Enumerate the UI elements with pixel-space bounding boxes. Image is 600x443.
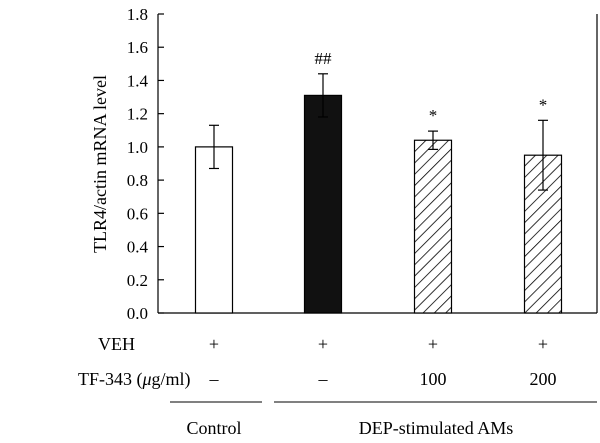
condition-value: +	[538, 334, 548, 354]
bar	[194, 146, 234, 314]
y-tick-label: 0.4	[127, 238, 149, 257]
condition-value: –	[318, 369, 329, 389]
y-tick-label: 0.8	[127, 171, 148, 190]
bar	[303, 94, 343, 314]
condition-value: 200	[530, 369, 557, 389]
y-tick-label: 1.4	[127, 71, 149, 90]
condition-table: VEH TF-343 (μg/ml) + + + + – – 100 200	[78, 334, 557, 390]
y-tick-label: 1.0	[127, 138, 148, 157]
y-tick-label: 1.2	[127, 105, 148, 124]
y-tick-label: 0.6	[127, 204, 148, 223]
y-tick-label: 1.6	[127, 38, 148, 57]
group-label-control: Control	[186, 418, 241, 438]
condition-value: +	[318, 334, 328, 354]
y-tick-label: 0.0	[127, 304, 148, 323]
bar	[413, 139, 453, 314]
y-axis: 0.0 0.2 0.4 0.6 0.8 1.0 1.2 1.4 1.6 1.8 TLR4/acti…	[90, 5, 164, 323]
condition-value: 100	[420, 369, 447, 389]
condition-value: –	[209, 369, 220, 389]
y-axis-label: TLR4/actin mRNA level	[90, 75, 110, 253]
y-tick-label: 0.2	[127, 271, 148, 290]
significance-marker: *	[429, 106, 438, 125]
group-label-dep: DEP-stimulated AMs	[359, 418, 514, 438]
condition-value: +	[428, 334, 438, 354]
row-label-tf343: TF-343 (μg/ml)	[78, 369, 191, 390]
bars: ## * *	[194, 49, 563, 314]
y-tick-label: 1.8	[127, 5, 148, 24]
condition-value: +	[209, 334, 219, 354]
group-labels: Control DEP-stimulated AMs	[170, 401, 597, 438]
significance-marker: *	[539, 95, 548, 114]
significance-marker: ##	[315, 49, 333, 68]
row-label-veh: VEH	[98, 334, 135, 354]
